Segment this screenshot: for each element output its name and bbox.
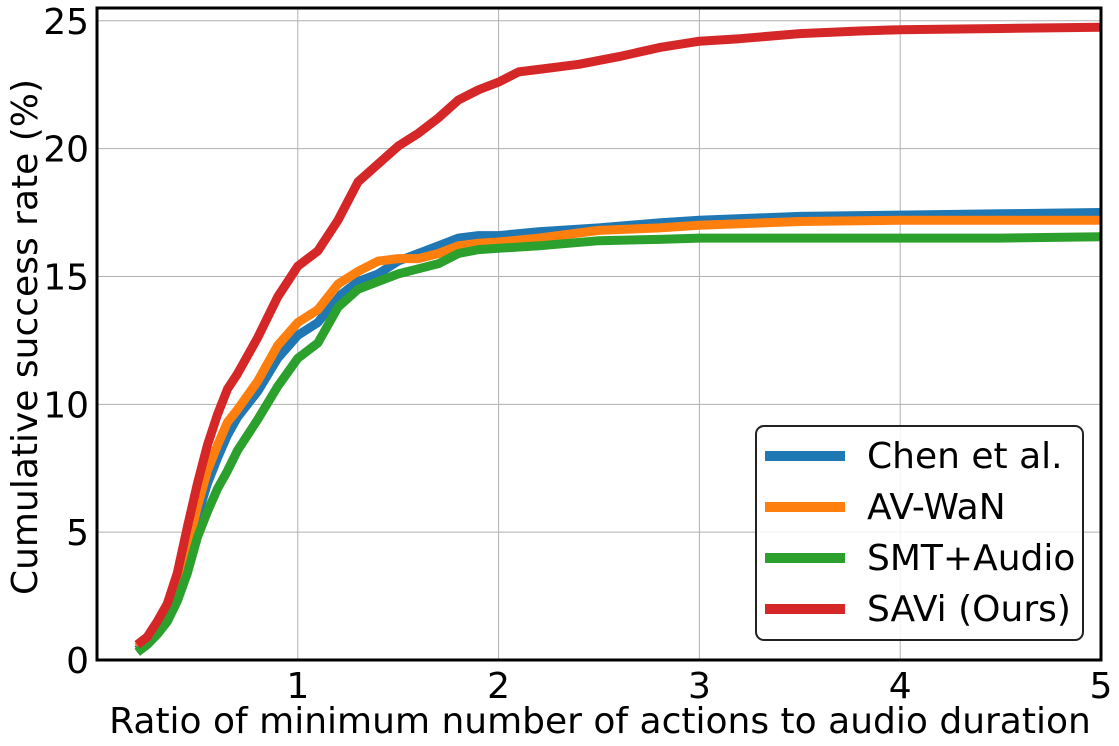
y-tick-label: 20 (43, 130, 89, 171)
legend: Chen et al. AV-WaN SMT+Audio SAVi (Ours) (755, 425, 1084, 641)
x-tick-label: 3 (688, 666, 711, 707)
series-line-4 (134, 22, 1102, 649)
x-axis-ticks: 1 2 3 4 5 (286, 666, 1112, 707)
y-tick-label: 15 (43, 257, 89, 298)
x-axis-label: Ratio of minimum number of actions to au… (109, 701, 1091, 742)
x-tick-label: 1 (286, 666, 309, 707)
series-lines (134, 22, 1102, 656)
y-tick-label: 0 (66, 641, 89, 682)
plot-frame (95, 6, 1103, 662)
y-axis-ticks: 0 5 10 15 20 25 (43, 2, 89, 682)
series-line-3 (134, 232, 1102, 656)
y-tick-label: 5 (66, 513, 89, 554)
legend-label: AV-WaN (867, 487, 1006, 528)
legend-box (755, 425, 1084, 641)
y-tick-label: 25 (43, 2, 89, 43)
legend-label: Chen et al. (867, 436, 1063, 477)
legend-label: SAVi (Ours) (867, 589, 1071, 630)
x-tick-label: 5 (1090, 666, 1113, 707)
legend-label: SMT+Audio (867, 538, 1075, 579)
y-axis-label: Cumulative success rate (%) (5, 79, 46, 595)
x-tick-label: 4 (889, 666, 912, 707)
x-tick-label: 2 (487, 666, 510, 707)
series-line-2 (134, 215, 1101, 651)
y-tick-label: 10 (43, 385, 89, 426)
